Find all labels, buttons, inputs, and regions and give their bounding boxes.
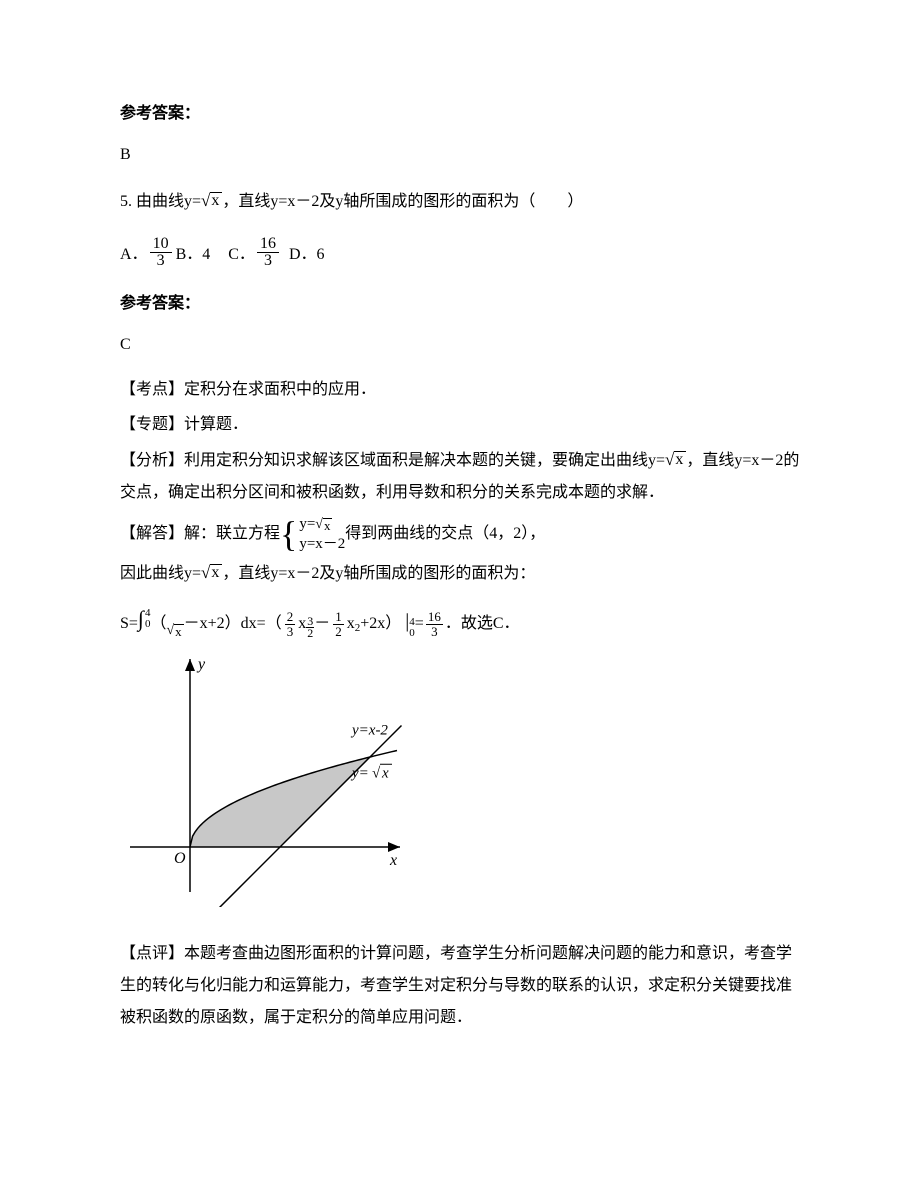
equation-system: { y=√x y=x－2 xyxy=(280,515,345,554)
svg-text:√: √ xyxy=(372,765,381,781)
svg-text:y=: y= xyxy=(350,765,369,781)
q4-answer-label: 参考答案： xyxy=(120,100,800,129)
fraction-10-3: 10 3 xyxy=(150,236,172,271)
fraction-16-3: 16 3 xyxy=(257,236,279,271)
q5-answer-label: 参考答案： xyxy=(120,290,800,319)
q5-question: 5. 由曲线y=√x，直线y=x－2及y轴所围成的图形的面积为（ ） xyxy=(120,186,800,218)
sqrt-x-icon: √x xyxy=(201,564,222,582)
option-c: C． 16 3 xyxy=(228,236,281,271)
option-b: B．4 xyxy=(176,241,211,270)
sqrt-x-icon: √x xyxy=(201,192,222,210)
figure-area-diagram: yxOy=x-2y=√x xyxy=(120,647,800,918)
option-a: A． 10 3 xyxy=(120,236,174,271)
fraction-result: 163 xyxy=(426,610,443,638)
solution-block: 【考点】定积分在求面积中的应用． 【专题】计算题． 【分析】利用定积分知识求解该… xyxy=(120,376,800,1034)
exp-3-2: 32 xyxy=(306,616,314,639)
q4-answer-letter: B xyxy=(120,141,800,170)
sqrt-x-icon: √x xyxy=(315,518,332,533)
area-chart: yxOy=x-2y=√x xyxy=(120,647,410,907)
svg-text:x: x xyxy=(381,765,389,781)
jieda-line-1: 【解答】解：联立方程 { y=√x y=x－2 得到两曲线的交点（4，2）， xyxy=(120,515,800,554)
dianping-line: 【点评】本题考查曲边图形面积的计算问题，考查学生分析问题解决问题的能力和意识，考… xyxy=(120,938,800,1034)
q5-question-tail: ，直线y=x－2及y轴所围成的图形的面积为（ ） xyxy=(222,193,583,210)
fraction-1-2: 12 xyxy=(332,610,345,638)
jieda-line-2: 因此曲线y=√x，直线y=x－2及y轴所围成的图形的面积为： xyxy=(120,560,800,589)
kaodian-line: 【考点】定积分在求面积中的应用． xyxy=(120,376,800,405)
option-d: D．6 xyxy=(289,241,325,270)
zhuanti-line: 【专题】计算题． xyxy=(120,411,800,440)
left-brace-icon: { xyxy=(280,520,297,549)
q5-number: 5. xyxy=(120,193,132,210)
svg-text:y=x-2: y=x-2 xyxy=(350,722,388,738)
sqrt-x-icon: √x xyxy=(166,624,183,639)
svg-text:x: x xyxy=(389,852,397,869)
fenxi-line: 【分析】利用定积分知识求解该区域面积是解决本题的关键，要确定出曲线y=√x，直线… xyxy=(120,445,800,509)
q5-answer-letter: C xyxy=(120,331,800,360)
fraction-2-3: 23 xyxy=(284,610,297,638)
svg-text:O: O xyxy=(174,850,186,867)
svg-text:y: y xyxy=(196,656,206,673)
sqrt-x-icon: √x xyxy=(665,451,686,469)
q5-options: A． 10 3 B．4 C． 16 3 D．6 xyxy=(120,236,800,271)
integral-icon: ∫ 40 xyxy=(138,599,151,639)
integral-expression: S= ∫ 40 （ √x －x+2）dx=（ 23 x32 － 12 x2 +2… xyxy=(120,599,800,639)
q5-question-prefix: 由曲线y= xyxy=(136,193,201,210)
